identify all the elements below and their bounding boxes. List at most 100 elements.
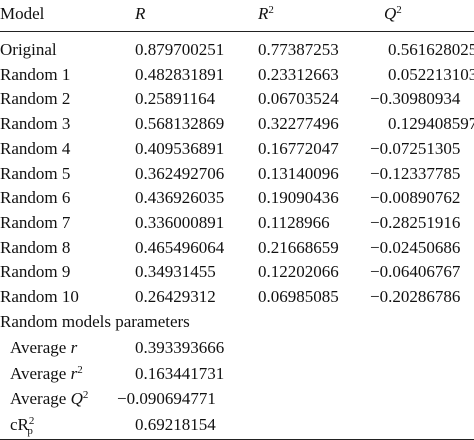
cell-text: −0.20286786 — [370, 287, 461, 306]
cell-text: 0.1128966 — [258, 212, 330, 232]
param-value-text: −0.090694771 — [117, 389, 216, 408]
cell-text: 0.052213103 — [388, 64, 474, 84]
cell-text: 0.26429312 — [135, 287, 216, 306]
param-text: Average — [10, 338, 67, 357]
row-label: Random 4 — [0, 138, 70, 160]
cell-text: 0.06985085 — [258, 287, 339, 306]
cell-text: 0.25891164 — [135, 89, 216, 109]
value-cell: 0.568132869 — [135, 113, 224, 135]
cell-text: 0.482831891 — [135, 64, 225, 84]
cell-text: 0.34931455 — [135, 262, 216, 282]
value-cell: 0.1128966 — [258, 212, 330, 234]
cell-text: −0.06406767 — [370, 262, 461, 282]
header-symbol: R — [258, 4, 269, 23]
param-var: r — [70, 338, 78, 357]
value-cell: 0.12202066 — [258, 261, 339, 283]
cell-text: Random 4 — [0, 138, 71, 158]
value-cell: −0.30980934 — [370, 88, 460, 110]
value-cell: −0.07251305 — [370, 138, 460, 160]
value-cell: 0.16772047 — [258, 138, 339, 160]
value-cell: 0.21668659 — [258, 237, 339, 259]
cell-text: 0.77387253 — [258, 40, 339, 59]
row-label: Random 2 — [0, 88, 70, 110]
header-cell: R — [135, 3, 145, 25]
value-cell: 0.436926035 — [135, 187, 224, 209]
cell-text: Random 7 — [0, 212, 71, 232]
value-cell: −0.06406767 — [370, 261, 460, 283]
value-cell: 0.32277496 — [258, 113, 339, 135]
value-cell: 0.77387253 — [258, 39, 339, 61]
param-var: r — [70, 363, 78, 383]
value-cell: 0.06703524 — [258, 88, 339, 110]
value-cell: 0.25891164 — [135, 88, 215, 110]
row-label: Random 9 — [0, 261, 70, 283]
value-cell: 0.879700251 — [135, 39, 224, 61]
cell-text: 0.13140096 — [258, 163, 339, 183]
cell-text: 0.465496064 — [135, 237, 225, 257]
cell-text: Random 2 — [0, 89, 71, 109]
cell-text: Random 10 — [0, 287, 79, 306]
cell-text: 0.21668659 — [258, 237, 339, 257]
cell-text: −0.02450686 — [370, 237, 461, 257]
value-cell: 0.465496064 — [135, 237, 224, 259]
value-cell: 0.129408597 — [388, 113, 474, 135]
param-value: 0.163441731 — [135, 363, 224, 385]
param-text: Average — [10, 389, 67, 408]
value-cell: −0.00890762 — [370, 187, 460, 209]
param-text: cR — [10, 414, 29, 434]
cell-text: Random 5 — [0, 163, 71, 183]
header-sup: 2 — [396, 4, 402, 16]
cell-text: 0.561628025 — [388, 40, 474, 59]
value-cell: 0.13140096 — [258, 163, 339, 185]
value-cell: 0.336000891 — [135, 212, 224, 234]
cell-text: 0.879700251 — [135, 40, 225, 59]
header-sup: 2 — [268, 4, 274, 16]
cell-text: −0.00890762 — [370, 188, 461, 208]
value-cell: −0.12337785 — [370, 163, 460, 185]
value-cell: 0.23312663 — [258, 64, 339, 86]
header-cell: Model — [0, 3, 44, 25]
param-label: cR2p — [10, 414, 35, 437]
cell-text: 0.12202066 — [258, 262, 339, 282]
value-cell: −0.02450686 — [370, 237, 460, 259]
cell-text: −0.28251916 — [370, 212, 461, 232]
value-cell: 0.34931455 — [135, 261, 216, 283]
cell-text: Random 1 — [0, 64, 71, 84]
cell-text: 0.409536891 — [135, 138, 225, 158]
param-value: 0.393393666 — [135, 337, 224, 359]
param-label: Average Q2 — [10, 388, 88, 410]
row-label: Random 1 — [0, 64, 70, 86]
cell-text: Random 6 — [0, 188, 71, 208]
param-value-text: 0.69218154 — [135, 414, 216, 434]
section-text: Random models parameters — [0, 312, 190, 331]
cell-text: Random 8 — [0, 237, 71, 257]
section-title: Random models parameters — [0, 311, 190, 333]
header-rule — [0, 31, 474, 32]
header-cell: R2 — [258, 3, 274, 25]
cell-text: 0.32277496 — [258, 114, 339, 134]
param-value-text: 0.163441731 — [135, 363, 225, 383]
value-cell: −0.20286786 — [370, 286, 460, 308]
row-label: Random 3 — [0, 113, 70, 135]
param-var: Q — [70, 389, 83, 408]
param-text: Average — [10, 363, 67, 383]
value-cell: 0.06985085 — [258, 286, 339, 308]
cell-text: −0.07251305 — [370, 138, 461, 158]
cell-text: Original — [0, 40, 57, 59]
value-cell: 0.19090436 — [258, 187, 339, 209]
param-sup: 2 — [28, 414, 35, 427]
param-value: 0.69218154 — [135, 414, 216, 436]
param-value: −0.090694771 — [117, 388, 216, 410]
header-symbol: R — [135, 4, 146, 23]
row-label: Original — [0, 39, 57, 61]
param-value-text: 0.393393666 — [135, 338, 225, 357]
cell-text: −0.30980934 — [370, 89, 461, 109]
cell-text: 0.362492706 — [135, 163, 225, 183]
row-label: Random 6 — [0, 187, 70, 209]
header-text: Model — [0, 4, 45, 23]
param-sub: p — [27, 424, 33, 437]
value-cell: −0.28251916 — [370, 212, 460, 234]
param-sup: 2 — [82, 389, 89, 401]
cell-text: 0.06703524 — [258, 89, 339, 109]
